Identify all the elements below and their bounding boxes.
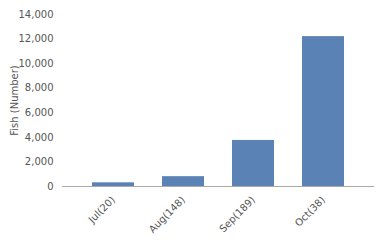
svg-text:14,000: 14,000 <box>19 9 54 20</box>
svg-text:12,000: 12,000 <box>19 33 54 44</box>
svg-text:2,000: 2,000 <box>25 156 54 167</box>
svg-text:4,000: 4,000 <box>25 132 54 143</box>
svg-text:8,000: 8,000 <box>25 82 54 93</box>
svg-text:Aug(148): Aug(148) <box>147 194 188 235</box>
svg-text:Fish (Number): Fish (Number) <box>9 65 20 136</box>
svg-text:0: 0 <box>47 181 53 192</box>
svg-text:10,000: 10,000 <box>19 58 54 69</box>
svg-text:Sep(189): Sep(189) <box>217 194 257 234</box>
svg-text:Oct(38): Oct(38) <box>293 194 328 229</box>
svg-text:6,000: 6,000 <box>25 107 54 118</box>
svg-text:Jul(20): Jul(20) <box>86 194 118 226</box>
